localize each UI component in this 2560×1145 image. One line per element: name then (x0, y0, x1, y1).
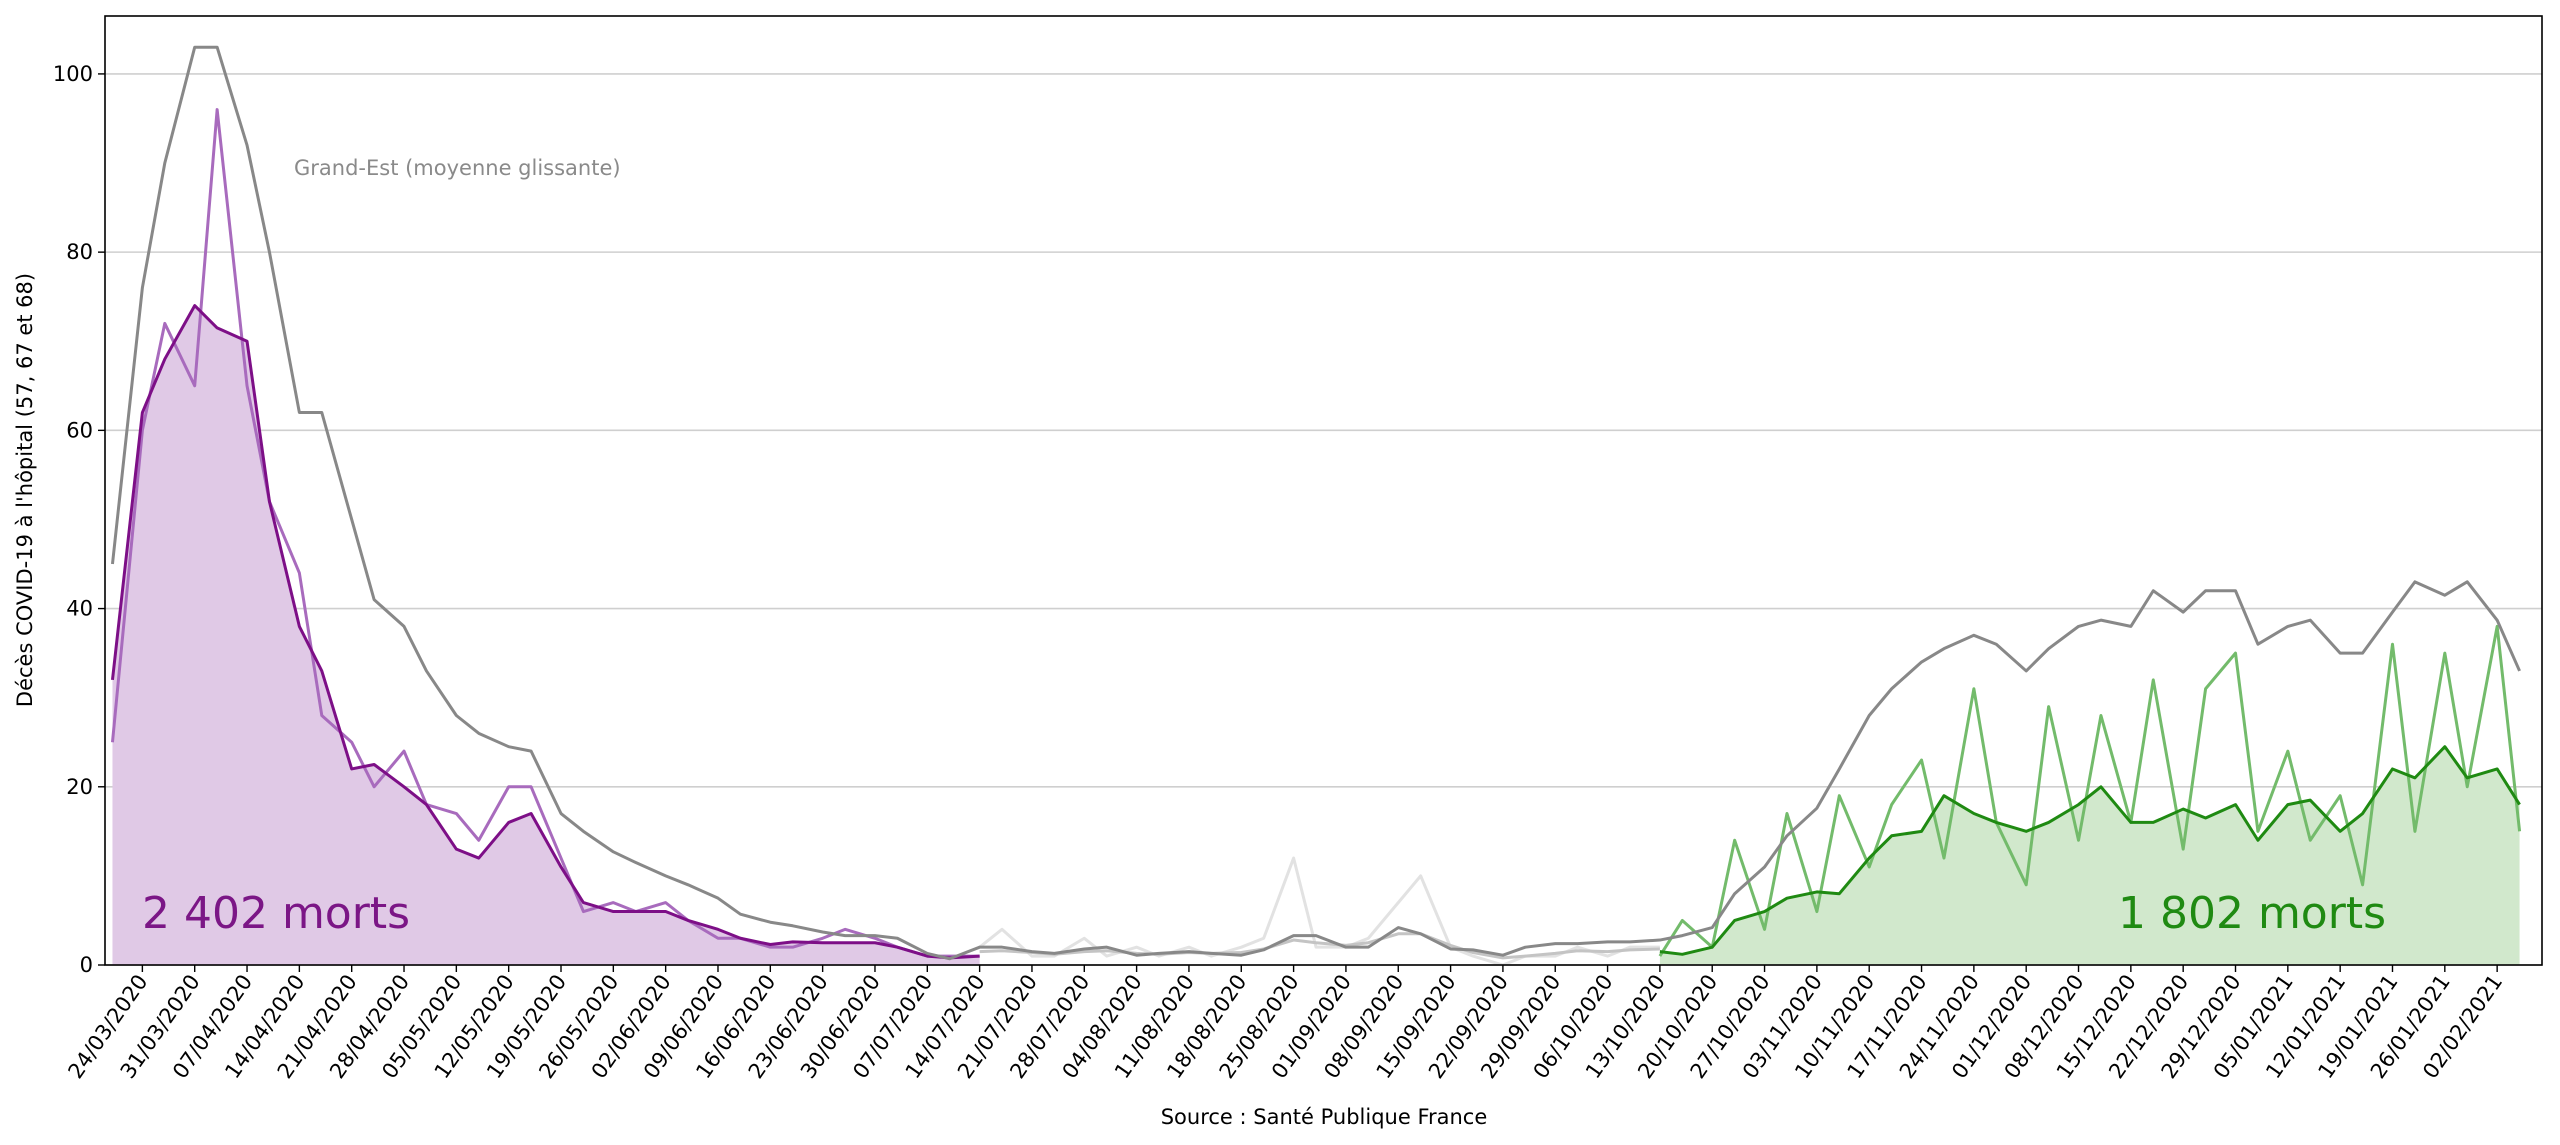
lines (110, 45, 2522, 967)
area (1659, 746, 2520, 965)
annotation: 2 402 morts (142, 888, 410, 939)
line (979, 932, 1660, 960)
line (1659, 745, 2521, 956)
line (978, 856, 1660, 967)
y-tick-label: 20 (66, 775, 93, 799)
y-tick-label: 80 (66, 240, 93, 264)
y-tick-label: 60 (66, 418, 93, 442)
areas (112, 305, 2520, 965)
plot-frame (104, 15, 2543, 966)
y-tick-label: 40 (66, 597, 93, 621)
line (110, 304, 980, 960)
y-tick-label: 0 (80, 953, 93, 977)
line (1658, 624, 2522, 957)
y-axis-label: Décès COVID-19 à l'hôpital (57, 67 et 68… (13, 273, 37, 707)
line (110, 45, 2521, 961)
annotation: 1 802 morts (2118, 888, 2386, 939)
annotation: Grand-Est (moyenne glissante) (294, 156, 621, 180)
x-axis-label: Source : Santé Publique France (1161, 1105, 1488, 1129)
area (112, 305, 980, 965)
y-tick-label: 100 (53, 62, 93, 86)
